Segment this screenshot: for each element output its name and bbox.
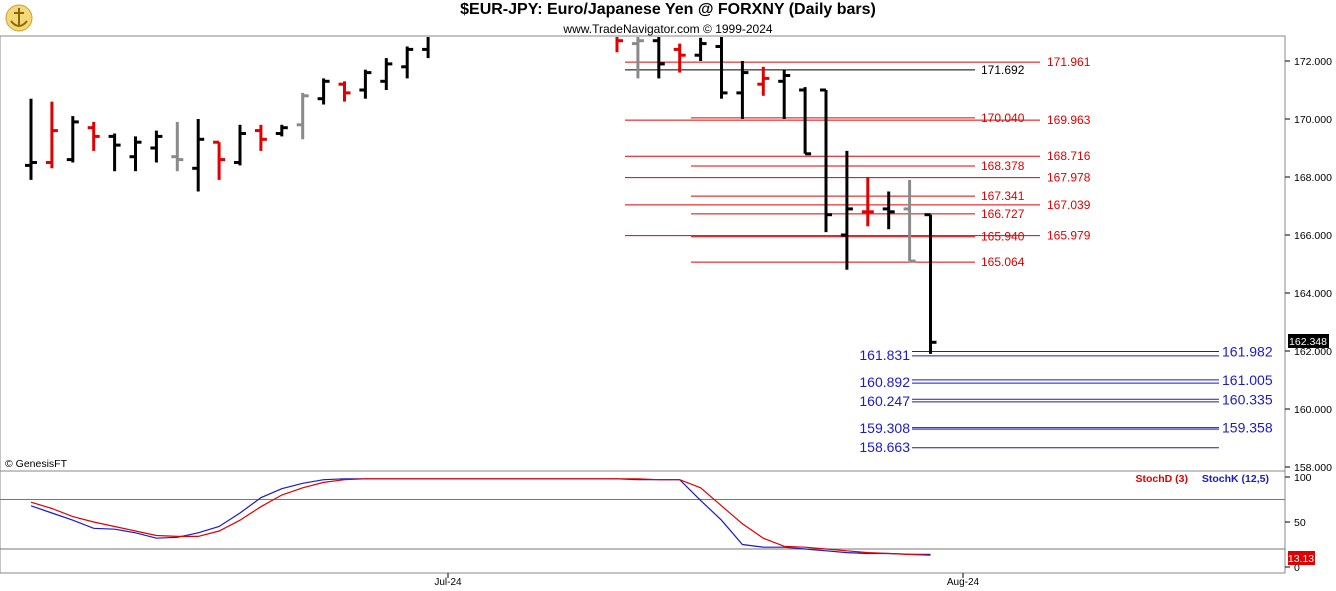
ohlc-bar [401, 46, 414, 79]
ohlc-bar [673, 43, 686, 73]
price-axis-tick-label: 172.000 [1294, 56, 1332, 68]
red-level-label: 170.040 [981, 111, 1025, 125]
blue-level-label: 159.308 [859, 420, 910, 436]
x-tick-label-aug: Aug-24 [947, 577, 980, 588]
ohlc-bar [778, 69, 791, 119]
stoch-axis-tick-label: 50 [1294, 517, 1306, 529]
ohlc-bar [799, 87, 812, 156]
time-axis: Jul-24 Aug-24 [0, 572, 1285, 588]
ohlc-bar [108, 133, 121, 172]
price-axis-tick-label: 162.000 [1294, 346, 1332, 358]
ohlc-bar [652, 37, 665, 79]
stochd-line [30, 478, 931, 556]
red-level-label: 167.978 [1047, 171, 1091, 185]
price-axis-tick-label: 158.000 [1294, 462, 1332, 474]
blue-level-label: 159.358 [1222, 420, 1273, 436]
ohlc-bar [359, 69, 372, 99]
ohlc-bar [234, 124, 246, 166]
ohlc-bar [380, 58, 393, 90]
red-level-label: 166.727 [981, 207, 1025, 221]
ohlc-bar [254, 124, 267, 151]
ohlc-bar [694, 37, 707, 61]
red-level-label: 165.064 [981, 255, 1025, 269]
last-price-label: 162.348 [1289, 336, 1327, 348]
blue-level-label: 161.005 [1222, 372, 1273, 388]
blue-level-label: 158.663 [859, 439, 910, 455]
ohlc-bar [275, 124, 288, 137]
ohlc-bar [66, 116, 79, 163]
price-axis-tick-label: 164.000 [1294, 288, 1332, 300]
price-panel: 171.961 169.963 168.716 167.978 167.039 165.9… [0, 35, 1332, 573]
copyright-label: © GenesisFT [5, 458, 68, 470]
price-bars [25, 37, 937, 354]
ohlc-bar [171, 121, 184, 172]
stoch-axis: 100 50 0 [1285, 472, 1312, 574]
ohlc-bar [715, 37, 728, 99]
ohlc-bar [129, 136, 142, 172]
stoch-panel-frame [0, 470, 1286, 574]
blue-level-label: 161.831 [859, 347, 910, 363]
red-level-label: 167.039 [1047, 198, 1091, 212]
ohlc-bar [296, 92, 309, 140]
ohlc-bar [87, 121, 100, 151]
stoch-axis-tick-label: 100 [1294, 472, 1312, 484]
price-axis: 172.000 170.000 168.000 166.000 164.000 162.0… [1284, 36, 1332, 573]
price-axis-tick-label: 168.000 [1294, 172, 1332, 184]
stoch-axis-tick-label: 0 [1294, 562, 1300, 574]
red-level-label: 168.378 [981, 159, 1025, 173]
red-level-label: 165.979 [1047, 229, 1091, 243]
ohlc-bar [422, 37, 430, 59]
chart-subtitle: www.TradeNavigator.com © 1999-2024 [563, 22, 773, 36]
last-stoch-box [1288, 551, 1315, 565]
blue-levels: 161.831 160.892 160.247 159.308 158.663 161.9… [859, 344, 1272, 455]
x-tick-label-jul: Jul-24 [434, 577, 462, 588]
blue-level-label: 160.335 [1222, 391, 1273, 407]
ohlc-bar [615, 37, 623, 53]
price-axis-tick-label: 170.000 [1294, 114, 1332, 126]
ohlc-bar [45, 101, 58, 169]
ohlc-bar [903, 179, 916, 263]
anchor-logo-icon [5, 4, 33, 32]
ohlc-bar [25, 98, 37, 180]
price-panel-frame [0, 35, 1286, 472]
ohlc-bar [338, 81, 351, 102]
red-levels: 171.961 169.963 168.716 167.978 167.039 165.9… [625, 55, 1091, 269]
blue-level-label: 161.982 [1222, 344, 1273, 360]
red-level-label: 169.963 [1047, 113, 1091, 127]
price-axis-tick-label: 160.000 [1294, 404, 1332, 416]
ohlc-bar [317, 78, 330, 105]
last-stoch-label: 13.13 [1288, 553, 1314, 565]
stochk-line [30, 478, 931, 556]
ohlc-bar [757, 66, 770, 96]
ohlc-bar [820, 88, 832, 233]
ohlc-bar [150, 130, 163, 163]
red-level-label: 165.940 [981, 230, 1025, 244]
red-level-label: 167.341 [981, 189, 1025, 203]
legend-stochd: StochD (3) [1136, 473, 1189, 485]
price-axis-tick-label: 166.000 [1294, 230, 1332, 242]
chart-title: $EUR-JPY: Euro/Japanese Yen @ FORXNY (Da… [460, 1, 876, 18]
ohlc-bar [882, 191, 895, 230]
black-level-label: 171.692 [981, 63, 1025, 77]
stoch-lines [0, 478, 1285, 556]
ohlc-bar [192, 119, 205, 192]
ohlc-bar [861, 177, 874, 227]
blue-level-label: 160.247 [859, 393, 910, 409]
ohlc-bar [213, 140, 226, 180]
blue-level-label: 160.892 [859, 374, 910, 390]
ohlc-bar [736, 61, 749, 119]
legend-stochk: StochK (12,5) [1202, 473, 1269, 485]
ohlc-bar [840, 150, 853, 270]
last-price-box [1288, 334, 1329, 348]
red-level-label: 171.961 [1047, 55, 1091, 69]
ohlc-bar [924, 213, 937, 354]
red-level-label: 168.716 [1047, 149, 1091, 163]
stoch-panel: 100 50 0 StochD (3) StochK (12,5) 13.13 [0, 470, 1315, 574]
ohlc-bar [631, 37, 644, 79]
